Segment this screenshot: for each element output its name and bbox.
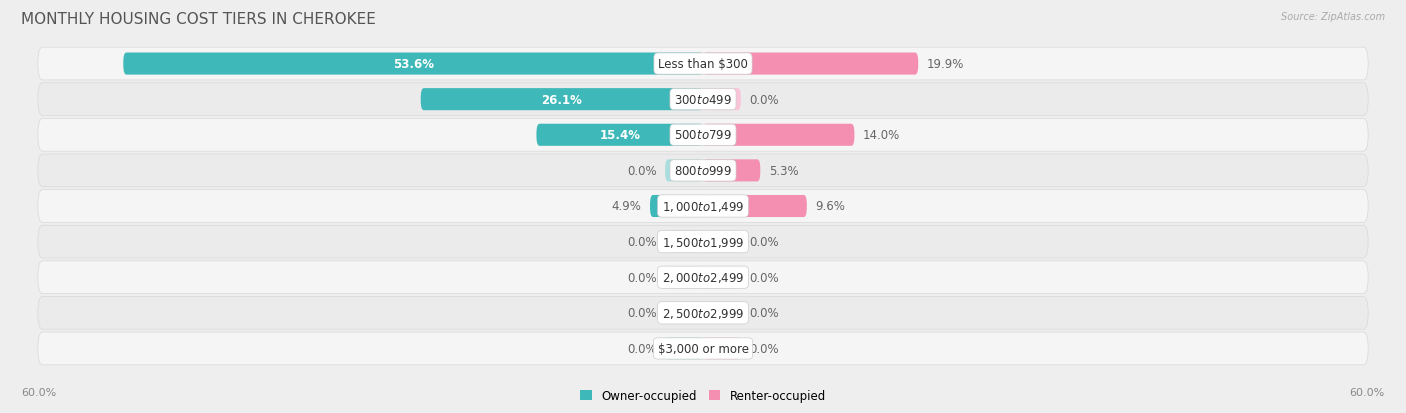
Text: 53.6%: 53.6% (392, 58, 433, 71)
Text: 19.9%: 19.9% (927, 58, 965, 71)
FancyBboxPatch shape (665, 302, 703, 324)
FancyBboxPatch shape (420, 89, 703, 111)
FancyBboxPatch shape (537, 124, 703, 147)
FancyBboxPatch shape (703, 302, 741, 324)
Text: Less than $300: Less than $300 (658, 58, 748, 71)
FancyBboxPatch shape (38, 48, 1368, 81)
Text: $1,000 to $1,499: $1,000 to $1,499 (662, 199, 744, 214)
FancyBboxPatch shape (38, 83, 1368, 116)
Text: 14.0%: 14.0% (863, 129, 900, 142)
Text: $800 to $999: $800 to $999 (673, 164, 733, 178)
FancyBboxPatch shape (703, 89, 741, 111)
Text: Source: ZipAtlas.com: Source: ZipAtlas.com (1281, 12, 1385, 22)
Text: 26.1%: 26.1% (541, 93, 582, 107)
FancyBboxPatch shape (124, 53, 703, 76)
FancyBboxPatch shape (703, 195, 807, 218)
Legend: Owner-occupied, Renter-occupied: Owner-occupied, Renter-occupied (575, 385, 831, 407)
Text: MONTHLY HOUSING COST TIERS IN CHEROKEE: MONTHLY HOUSING COST TIERS IN CHEROKEE (21, 12, 375, 27)
Text: 0.0%: 0.0% (627, 164, 657, 178)
FancyBboxPatch shape (665, 337, 703, 360)
Text: 15.4%: 15.4% (599, 129, 640, 142)
Text: 0.0%: 0.0% (627, 342, 657, 355)
Text: 4.9%: 4.9% (612, 200, 641, 213)
FancyBboxPatch shape (703, 53, 918, 76)
Text: 0.0%: 0.0% (749, 235, 779, 249)
Text: 60.0%: 60.0% (1350, 387, 1385, 397)
Text: 0.0%: 0.0% (749, 271, 779, 284)
FancyBboxPatch shape (38, 119, 1368, 152)
FancyBboxPatch shape (703, 124, 855, 147)
FancyBboxPatch shape (38, 225, 1368, 259)
Text: $1,500 to $1,999: $1,500 to $1,999 (662, 235, 744, 249)
Text: 60.0%: 60.0% (21, 387, 56, 397)
FancyBboxPatch shape (703, 337, 741, 360)
Text: 9.6%: 9.6% (815, 200, 845, 213)
Text: 0.0%: 0.0% (627, 306, 657, 320)
FancyBboxPatch shape (650, 195, 703, 218)
Text: 0.0%: 0.0% (627, 235, 657, 249)
Text: $2,000 to $2,499: $2,000 to $2,499 (662, 271, 744, 285)
Text: 0.0%: 0.0% (749, 306, 779, 320)
FancyBboxPatch shape (665, 266, 703, 289)
Text: $300 to $499: $300 to $499 (673, 93, 733, 107)
Text: 0.0%: 0.0% (749, 342, 779, 355)
Text: $500 to $799: $500 to $799 (673, 129, 733, 142)
Text: 0.0%: 0.0% (627, 271, 657, 284)
Text: $2,500 to $2,999: $2,500 to $2,999 (662, 306, 744, 320)
Text: 0.0%: 0.0% (749, 93, 779, 107)
Text: $3,000 or more: $3,000 or more (658, 342, 748, 355)
FancyBboxPatch shape (665, 231, 703, 253)
Text: 5.3%: 5.3% (769, 164, 799, 178)
FancyBboxPatch shape (38, 154, 1368, 188)
FancyBboxPatch shape (38, 190, 1368, 223)
FancyBboxPatch shape (38, 332, 1368, 365)
FancyBboxPatch shape (665, 160, 703, 182)
FancyBboxPatch shape (38, 261, 1368, 294)
FancyBboxPatch shape (703, 160, 761, 182)
FancyBboxPatch shape (38, 297, 1368, 330)
FancyBboxPatch shape (703, 266, 741, 289)
FancyBboxPatch shape (703, 231, 741, 253)
